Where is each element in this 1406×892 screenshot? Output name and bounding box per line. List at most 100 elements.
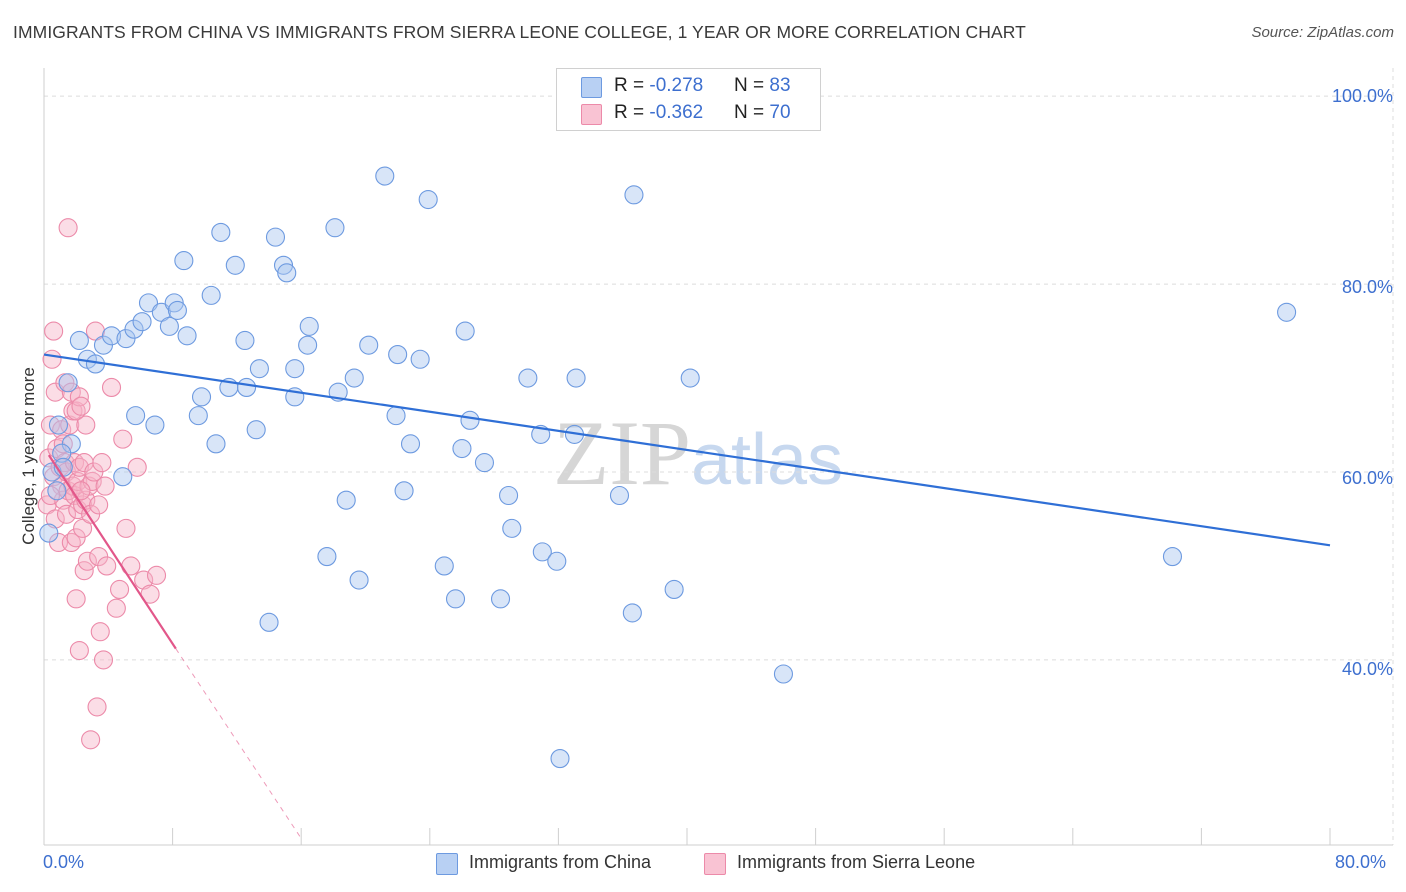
china-point: [532, 542, 552, 562]
china-point: [1277, 302, 1297, 322]
sierra-point: [89, 495, 109, 515]
china-point: [434, 556, 454, 576]
china-point: [388, 345, 408, 365]
china-point: [344, 368, 364, 388]
china-point: [664, 579, 684, 599]
sierra-point: [40, 415, 60, 435]
china-point: [547, 551, 567, 571]
sierra-point: [44, 321, 64, 341]
sierra-point: [81, 730, 101, 750]
china-trend-line: [43, 353, 1331, 547]
y-tick-label: 100.0%: [1331, 86, 1393, 106]
x-tick-label: 0.0%: [43, 852, 85, 872]
sierra-point: [127, 457, 147, 477]
y-tick-label: 40.0%: [1341, 659, 1393, 679]
sierra-point: [92, 453, 112, 473]
china-point: [394, 481, 414, 501]
china-point: [349, 570, 369, 590]
china-point: [58, 373, 78, 393]
china-point: [188, 406, 208, 426]
china-point: [773, 664, 794, 684]
sierra-point: [93, 650, 114, 670]
china-point: [235, 330, 255, 351]
china-point: [418, 189, 438, 210]
china-point: [317, 547, 337, 567]
sierra-point: [66, 589, 86, 609]
china-point: [265, 227, 286, 247]
china-n: N = 83: [734, 75, 791, 96]
sierra-trend-line: [47, 454, 177, 650]
china-point: [609, 485, 630, 506]
sierra-point: [45, 509, 65, 529]
china-point: [225, 255, 245, 275]
sierra-point: [113, 429, 133, 449]
sierra-point: [97, 556, 117, 576]
trend-lines: [43, 353, 1331, 839]
y-tick-label: 80.0%: [1341, 277, 1393, 297]
sierra-point: [106, 598, 126, 618]
china-legend-label: Immigrants from China: [469, 852, 652, 872]
china-point: [48, 415, 69, 435]
china-point: [400, 434, 421, 454]
sierra-point: [42, 349, 62, 369]
gridlines: [44, 68, 1394, 845]
china-point: [132, 312, 152, 332]
china-point: [622, 603, 642, 623]
china-point: [499, 485, 519, 506]
sierra-point: [146, 565, 167, 585]
sierra-point: [76, 415, 96, 435]
y-axis-label: College, 1 year or more: [19, 367, 38, 545]
china-point: [159, 316, 179, 336]
sierra-point: [116, 518, 136, 538]
sierra-point: [60, 415, 80, 435]
sierra-point: [71, 396, 91, 416]
china-point: [502, 518, 522, 538]
china-point: [236, 377, 257, 397]
china-point: [138, 293, 159, 313]
china-r: R = -0.278: [614, 75, 704, 96]
china-legend-swatch: [436, 853, 458, 875]
china-point: [191, 387, 212, 407]
sierra-point: [69, 640, 89, 661]
china-point: [359, 335, 379, 355]
china-point: [375, 166, 395, 186]
china-point: [206, 434, 226, 454]
china-point: [174, 251, 194, 271]
y-tick-label: 60.0%: [1341, 468, 1393, 488]
sierra-point: [71, 481, 91, 501]
sierra-point: [134, 570, 154, 590]
china-point: [113, 467, 133, 487]
china-point: [126, 406, 146, 426]
china-point: [124, 319, 144, 339]
sierra-legend-swatch: [704, 853, 726, 875]
sierra-point: [90, 622, 110, 642]
china-point: [550, 749, 570, 769]
china-point: [455, 321, 475, 341]
china-point: [47, 481, 67, 501]
china-point: [298, 335, 318, 355]
source-label: Source: ZipAtlas.com: [1251, 24, 1394, 41]
sierra-legend-label: Immigrants from Sierra Leone: [737, 852, 976, 872]
china-point: [211, 222, 231, 242]
china-point: [299, 316, 319, 336]
china-point: [518, 368, 538, 388]
china-point: [69, 330, 89, 351]
sierra-point: [53, 490, 73, 510]
sierra-point: [95, 476, 115, 496]
china-point: [39, 523, 59, 543]
china-point: [201, 285, 221, 305]
sierra-point: [56, 504, 77, 524]
watermark-atlas: atlas: [691, 420, 844, 500]
chart-title: IMMIGRANTS FROM CHINA VS IMMIGRANTS FROM…: [13, 22, 1026, 42]
correlation-legend: R = -0.278 N = 83 R = -0.362 N = 70: [556, 68, 821, 131]
china-point: [1162, 547, 1183, 567]
china-point: [101, 326, 122, 346]
china-point: [246, 420, 266, 440]
china-point: [249, 359, 269, 379]
china-point: [52, 443, 72, 463]
sierra-r: R = -0.362: [614, 102, 704, 123]
china-point: [325, 218, 345, 238]
china-swatch: [581, 77, 602, 98]
china-point: [177, 326, 197, 346]
